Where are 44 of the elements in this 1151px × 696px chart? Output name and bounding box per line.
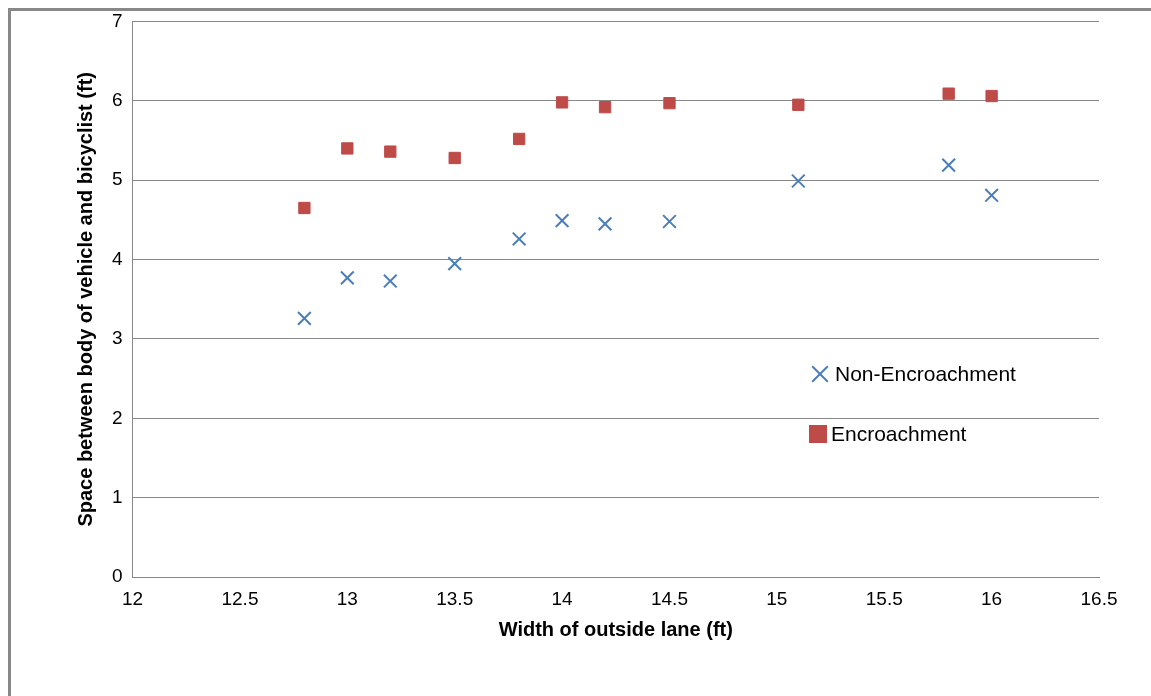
y-tick-label: 2: [111, 406, 123, 428]
y-tick-label: 1: [111, 486, 123, 508]
point: [598, 101, 612, 114]
point: [984, 187, 999, 203]
x-tick-label: 12: [122, 587, 144, 609]
x-tick-label: 14.5: [650, 587, 688, 609]
point: [512, 132, 526, 146]
point: [341, 142, 354, 155]
point: [985, 89, 998, 103]
y-tick-label: 7: [111, 9, 123, 31]
point: [941, 157, 957, 173]
point: [663, 97, 676, 110]
x-tick-label: 14: [551, 587, 574, 609]
x-tick-label: 16.5: [1080, 587, 1118, 609]
x-axis-title: Width of outside lane (ft): [498, 617, 733, 640]
x-tick-label: 16: [981, 587, 1003, 609]
x-tick-label: 15.5: [865, 587, 903, 609]
x-tick-label: 13.5: [436, 587, 474, 609]
y-tick-label: 3: [111, 327, 123, 349]
point: [297, 310, 312, 326]
point: [790, 173, 806, 189]
point: [942, 87, 955, 100]
y-tick-label: 0: [111, 565, 123, 587]
legend-label: Encroachment: [831, 422, 967, 447]
point: [447, 256, 463, 271]
x-tick-label: 12.5: [221, 587, 259, 609]
point: [792, 98, 805, 111]
point: [662, 214, 677, 229]
x-tick-label: 15: [766, 587, 788, 609]
point: [511, 231, 527, 247]
legend-label: Non-Encroachment: [835, 362, 1016, 387]
point: [555, 96, 569, 109]
y-tick-label: 4: [111, 247, 123, 269]
y-tick-label: 6: [111, 89, 123, 111]
y-axis-title: Space between body of vehicle and bicyclist (ft): [73, 72, 96, 527]
point: [339, 270, 355, 286]
x-tick-label: 13: [336, 587, 358, 609]
point: [298, 201, 311, 215]
point: [448, 151, 461, 165]
point: [597, 216, 613, 232]
point: [382, 273, 398, 289]
y-tick-label: 5: [111, 168, 123, 190]
point: [384, 145, 397, 158]
point: [554, 213, 570, 229]
